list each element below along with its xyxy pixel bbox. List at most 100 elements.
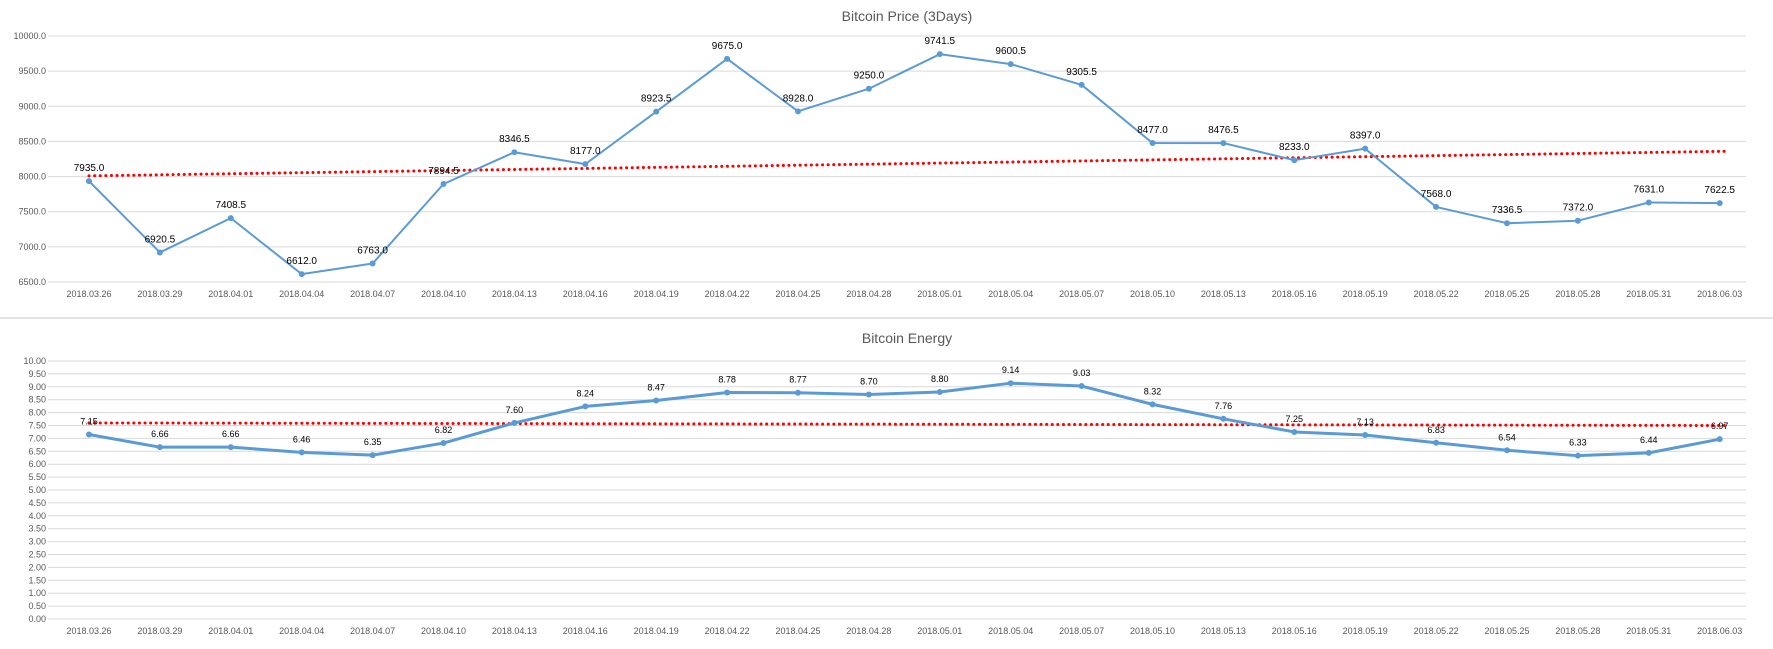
y-tick-label: 9.50: [28, 369, 46, 379]
data-label: 6.46: [293, 434, 311, 444]
y-tick-label: 9000.0: [18, 101, 46, 111]
x-tick-label: 2018.04.04: [279, 289, 324, 299]
x-tick-label: 2018.04.28: [846, 289, 891, 299]
x-tick-label: 2018.05.31: [1626, 626, 1671, 636]
data-point: [582, 403, 589, 410]
x-tick-label: 2018.05.16: [1272, 289, 1317, 299]
data-point: [86, 431, 92, 438]
y-tick-label: 7.00: [28, 433, 46, 443]
data-label: 6.44: [1640, 435, 1658, 445]
data-point: [1645, 199, 1652, 206]
data-label: 8346.5: [499, 134, 530, 145]
data-point: [369, 452, 376, 459]
y-tick-label: 1.50: [28, 575, 46, 585]
data-label: 6.83: [1427, 425, 1445, 435]
data-point: [86, 178, 92, 185]
data-point: [1007, 380, 1014, 387]
y-tick-label: 5.50: [28, 472, 46, 482]
data-point: [1574, 452, 1581, 459]
x-tick-label: 2018.04.19: [634, 626, 679, 636]
y-tick-label: 7.50: [28, 421, 46, 431]
x-tick-label: 2018.04.04: [279, 626, 324, 636]
data-point: [156, 249, 163, 256]
y-tick-label: 2.00: [28, 562, 46, 572]
x-tick-label: 2018.05.31: [1626, 289, 1671, 299]
data-point: [227, 444, 234, 451]
x-tick-label: 2018.05.10: [1130, 289, 1175, 299]
data-point: [936, 51, 943, 58]
trendline: [87, 149, 1728, 178]
data-point: [440, 180, 447, 187]
data-point: [865, 391, 872, 398]
y-tick-label: 0.50: [28, 601, 46, 611]
y-tick-label: 6.00: [28, 459, 46, 469]
data-label: 6.66: [151, 429, 169, 439]
y-tick-label: 9500.0: [18, 66, 46, 76]
data-point: [1504, 447, 1510, 454]
x-tick-label: 2018.04.07: [350, 289, 395, 299]
data-point: [1149, 140, 1156, 147]
data-label: 7568.0: [1421, 189, 1452, 200]
x-tick-label: 2018.05.04: [988, 626, 1033, 636]
chart-title: Bitcoin Energy: [862, 330, 952, 346]
data-label: 8.47: [647, 382, 665, 392]
data-point: [1220, 140, 1227, 147]
y-tick-label: 0.00: [28, 614, 46, 624]
data-label: 7935.0: [74, 163, 105, 174]
data-point: [1362, 432, 1369, 439]
series-line: [88, 53, 1720, 276]
data-point: [1433, 439, 1440, 446]
x-tick-label: 2018.05.13: [1201, 289, 1246, 299]
data-point: [653, 397, 660, 404]
data-label: 8177.0: [570, 146, 601, 157]
x-tick-label: 2018.06.03: [1697, 626, 1742, 636]
data-label: 7622.5: [1704, 185, 1735, 196]
x-tick-label: 2018.05.04: [988, 289, 1033, 299]
y-tick-label: 3.50: [28, 524, 46, 534]
x-tick-label: 2018.05.25: [1484, 289, 1529, 299]
data-label: 9305.5: [1066, 67, 1097, 78]
data-point: [369, 260, 376, 267]
x-tick-label: 2018.04.22: [705, 626, 750, 636]
data-point: [936, 388, 943, 395]
x-tick-label: 2018.05.22: [1414, 289, 1459, 299]
y-tick-label: 10.00: [23, 356, 46, 366]
data-label: 7631.0: [1634, 185, 1665, 196]
data-point: [298, 449, 305, 456]
data-label: 6763.0: [357, 246, 388, 257]
x-tick-label: 2018.03.26: [66, 289, 111, 299]
data-label: 8476.5: [1208, 125, 1239, 136]
x-tick-label: 2018.04.25: [775, 289, 820, 299]
y-tick-label: 7000.0: [18, 242, 46, 252]
data-point: [653, 108, 660, 115]
data-label: 6920.5: [145, 234, 176, 245]
x-tick-label: 2018.05.07: [1059, 626, 1104, 636]
y-tick-label: 10000.0: [13, 31, 46, 41]
price-chart: Bitcoin Price (3Days) 6500.0 7000.0 7500.0 8…: [13, 8, 1746, 299]
data-label: 8928.0: [783, 93, 814, 104]
series-line: [88, 381, 1720, 458]
data-label: 8923.5: [641, 94, 672, 105]
x-tick-label: 2018.06.03: [1697, 289, 1742, 299]
data-point: [227, 215, 234, 222]
data-point: [440, 440, 447, 447]
data-point: [1433, 203, 1440, 210]
x-tick-label: 2018.04.10: [421, 626, 466, 636]
data-label: 8.24: [577, 388, 595, 398]
x-tick-label: 2018.04.25: [775, 626, 820, 636]
x-tick-label: 2018.05.16: [1272, 626, 1317, 636]
x-tick-label: 2018.05.28: [1555, 289, 1600, 299]
data-point: [511, 149, 518, 156]
data-point: [1291, 157, 1298, 164]
x-tick-label: 2018.05.07: [1059, 289, 1104, 299]
data-point: [1078, 383, 1085, 390]
data-label: 7.60: [506, 405, 524, 415]
data-label: 9250.0: [854, 71, 885, 82]
x-tick-label: 2018.04.13: [492, 626, 537, 636]
data-point: [1291, 428, 1298, 435]
data-label: 7.76: [1215, 401, 1233, 411]
x-tick-label: 2018.04.22: [705, 289, 750, 299]
data-label: 7336.5: [1492, 205, 1523, 216]
data-label: 8.70: [860, 377, 878, 387]
data-label: 7894.5: [428, 166, 459, 177]
